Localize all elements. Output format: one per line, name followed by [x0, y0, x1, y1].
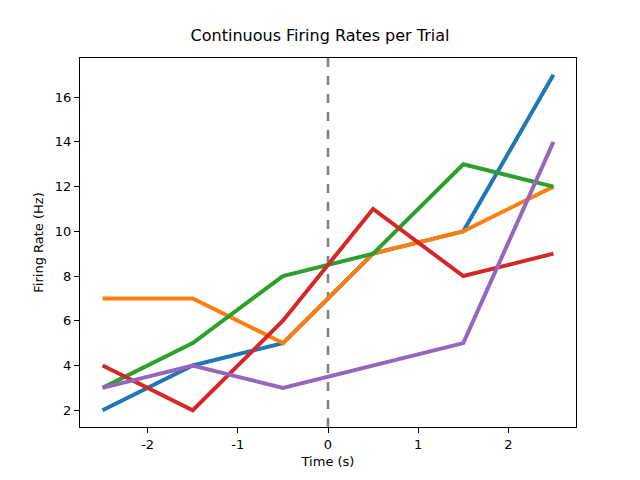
- svg-text:8: 8: [63, 269, 71, 284]
- svg-text:12: 12: [55, 179, 72, 194]
- svg-text:2: 2: [504, 437, 512, 452]
- svg-text:-2: -2: [141, 437, 154, 452]
- svg-text:14: 14: [55, 134, 72, 149]
- svg-text:Continuous Firing Rates per Tr: Continuous Firing Rates per Trial: [191, 26, 450, 45]
- svg-text:-1: -1: [231, 437, 244, 452]
- svg-text:16: 16: [55, 90, 72, 105]
- svg-text:10: 10: [55, 224, 72, 239]
- svg-text:0: 0: [324, 437, 332, 452]
- svg-text:Time (s): Time (s): [301, 454, 355, 469]
- svg-text:4: 4: [63, 358, 71, 373]
- svg-text:Firing Rate (Hz): Firing Rate (Hz): [31, 192, 46, 292]
- svg-text:1: 1: [414, 437, 422, 452]
- svg-text:2: 2: [63, 403, 71, 418]
- svg-text:6: 6: [63, 313, 71, 328]
